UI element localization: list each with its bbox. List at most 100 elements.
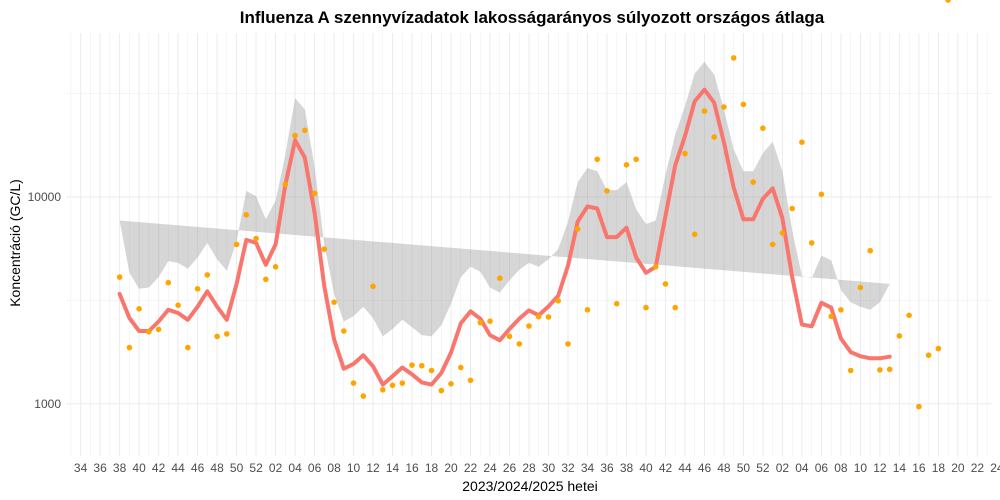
x-tick-label: 02 [269,461,283,475]
x-tick-label: 46 [191,461,205,475]
data-point [555,298,561,304]
x-tick-label: 36 [600,461,614,475]
x-tick-label: 36 [93,461,107,475]
data-point [916,403,922,410]
data-point [545,314,552,320]
data-point [389,382,396,389]
x-tick-label: 12 [873,461,887,475]
x-tick-label: 34 [581,461,595,475]
data-point [857,284,864,291]
data-point [380,387,386,393]
x-tick-label: 44 [171,461,185,475]
data-point [467,377,474,384]
data-point [272,264,279,270]
data-point [584,307,591,313]
data-point [867,247,873,254]
data-point [253,235,259,242]
data-point [321,246,328,252]
data-point [633,156,639,163]
x-tick-label: 16 [912,461,926,475]
x-tick-label: 18 [932,461,946,475]
data-point [691,231,698,238]
x-tick-label: 02 [776,461,790,475]
data-point [672,304,678,311]
x-tick-label: 06 [308,461,322,475]
data-point [282,181,289,188]
data-point [126,344,133,351]
data-point [516,341,523,347]
data-point [662,281,669,287]
data-point [594,156,600,163]
x-tick-label: 34 [74,461,88,475]
data-point [487,318,493,325]
data-point [506,333,513,340]
data-point [399,380,406,386]
x-tick-label: 50 [737,461,751,475]
x-tick-label: 04 [795,461,809,475]
x-tick-label: 18 [425,461,439,475]
y-tick-label: 10000 [28,190,62,204]
data-point [165,279,172,286]
data-point [945,0,951,3]
data-point [701,108,708,114]
data-point [185,344,191,351]
x-tick-label: 50 [230,461,244,475]
data-point [535,313,542,320]
data-point [224,331,230,337]
data-point [136,306,142,312]
data-point [341,328,347,334]
x-tick-label: 22 [971,461,985,475]
data-point [302,127,308,134]
confidence-band [119,61,890,337]
data-point [604,188,610,194]
data-point [233,241,240,248]
data-point [311,190,318,197]
x-tick-label: 48 [210,461,224,475]
data-point [652,264,659,270]
data-point [409,362,415,368]
x-axis: 34 36 38 40 42 44 46 48 50 52 02 04 06 08 10 12 14 16 18 20… [74,461,1000,475]
x-axis-title: 2023/2024/2025 hetei [462,478,597,494]
data-point [497,275,503,282]
data-point [750,179,756,185]
data-point [175,302,181,309]
x-tick-label: 24 [483,461,497,475]
chart-title: Influenza A szennyvízadatok lakosságarán… [240,8,825,27]
data-point [526,323,532,329]
data-point [360,393,367,399]
data-point [214,333,220,340]
x-tick-label: 48 [717,461,731,475]
data-point [925,352,932,359]
data-point [789,205,795,212]
data-point [906,312,912,319]
y-tick-label: 1000 [34,397,61,411]
data-point [146,329,152,335]
x-tick-label: 44 [678,461,692,475]
data-point [263,276,269,283]
y-axis: 1000 10000 [28,190,62,411]
x-tick-label: 52 [756,461,770,475]
data-point [711,134,717,140]
x-tick-label: 20 [444,461,458,475]
x-tick-label: 32 [561,461,575,475]
data-point [643,304,649,311]
x-tick-label: 26 [503,461,517,475]
x-tick-label: 38 [113,461,127,475]
y-axis-title: Koncentráció (GC/L) [7,179,23,307]
x-tick-label: 06 [815,461,829,475]
x-tick-label: 14 [386,461,400,475]
data-point [838,307,844,313]
data-point [419,362,425,369]
data-point [877,367,883,373]
observed-points [116,0,951,410]
data-point [721,104,727,110]
data-point [799,139,805,145]
data-point [779,230,786,236]
x-tick-label: 28 [522,461,536,475]
x-tick-label: 42 [659,461,673,475]
data-point [730,55,737,61]
data-point [886,366,893,373]
data-point [448,381,454,387]
x-tick-label: 16 [405,461,419,475]
